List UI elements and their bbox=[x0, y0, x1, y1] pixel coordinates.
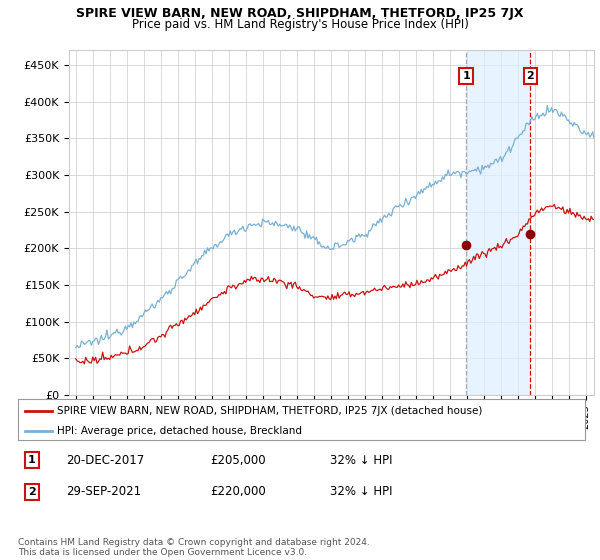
Text: Price paid vs. HM Land Registry's House Price Index (HPI): Price paid vs. HM Land Registry's House … bbox=[131, 18, 469, 31]
Text: 2: 2 bbox=[28, 487, 35, 497]
Text: 32% ↓ HPI: 32% ↓ HPI bbox=[330, 454, 392, 467]
Text: 32% ↓ HPI: 32% ↓ HPI bbox=[330, 485, 392, 498]
Text: £205,000: £205,000 bbox=[210, 454, 266, 467]
Text: Contains HM Land Registry data © Crown copyright and database right 2024.
This d: Contains HM Land Registry data © Crown c… bbox=[18, 538, 370, 557]
Text: HPI: Average price, detached house, Breckland: HPI: Average price, detached house, Brec… bbox=[56, 426, 302, 436]
Text: 29-SEP-2021: 29-SEP-2021 bbox=[66, 485, 141, 498]
Text: 1: 1 bbox=[462, 71, 470, 81]
Text: 2: 2 bbox=[526, 71, 534, 81]
Bar bbox=[466, 50, 530, 395]
Text: £220,000: £220,000 bbox=[210, 485, 266, 498]
Text: 20-DEC-2017: 20-DEC-2017 bbox=[66, 454, 144, 467]
Text: 1: 1 bbox=[28, 455, 35, 465]
Text: SPIRE VIEW BARN, NEW ROAD, SHIPDHAM, THETFORD, IP25 7JX: SPIRE VIEW BARN, NEW ROAD, SHIPDHAM, THE… bbox=[76, 7, 524, 20]
Text: SPIRE VIEW BARN, NEW ROAD, SHIPDHAM, THETFORD, IP25 7JX (detached house): SPIRE VIEW BARN, NEW ROAD, SHIPDHAM, THE… bbox=[56, 405, 482, 416]
